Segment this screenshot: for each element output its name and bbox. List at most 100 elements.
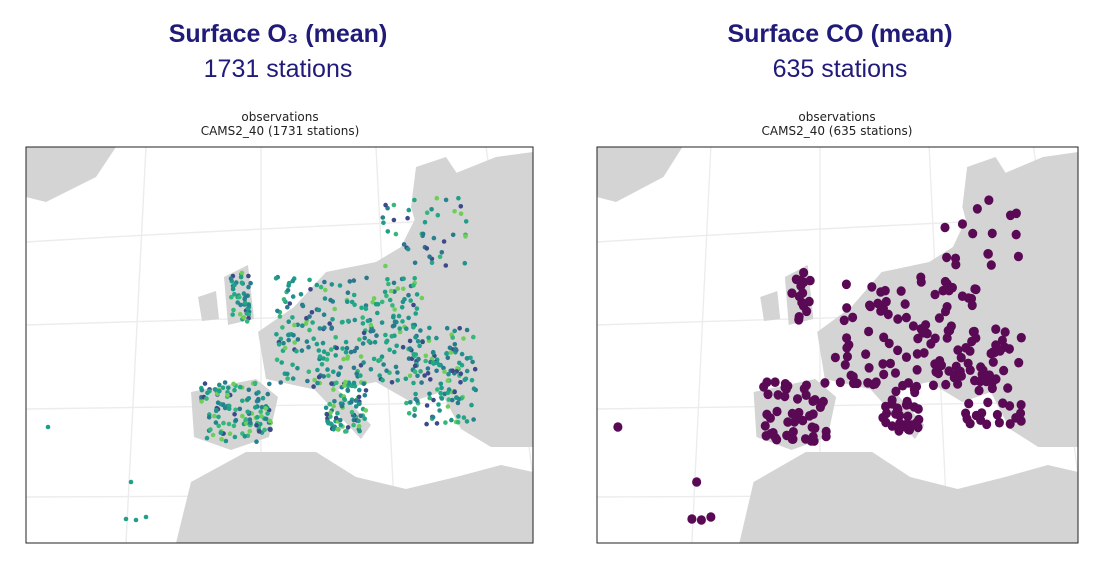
station-dot: [413, 335, 418, 340]
station-dot: [401, 286, 406, 292]
station-dot: [940, 276, 950, 287]
station-dot: [358, 373, 363, 378]
station-dot: [437, 408, 442, 413]
station-dot: [418, 328, 423, 333]
station-dot: [792, 394, 803, 404]
station-dot: [216, 423, 221, 429]
station-dot: [352, 302, 357, 308]
station-dot: [384, 293, 389, 299]
station-dot: [881, 296, 891, 307]
station-dot: [263, 416, 269, 422]
station-dot: [870, 379, 880, 389]
station-dot: [330, 317, 335, 322]
map: [26, 147, 533, 543]
station-dot: [292, 322, 297, 328]
station-dot: [883, 309, 893, 320]
station-dot: [384, 340, 389, 345]
station-dot: [341, 356, 346, 362]
station-dot: [964, 398, 974, 409]
station-dot: [357, 428, 362, 434]
station-dot: [377, 373, 383, 378]
station-dot: [322, 296, 328, 301]
station-dot: [934, 313, 944, 323]
station-dot: [358, 413, 364, 419]
station-dot: [226, 385, 231, 391]
station-dot: [317, 354, 323, 359]
map-title: observations: [798, 110, 875, 124]
station-dot: [335, 411, 340, 416]
station-dot: [971, 284, 981, 295]
station-dot: [403, 376, 409, 382]
station-dot: [967, 300, 977, 311]
station-dot: [231, 307, 236, 313]
station-dot: [765, 413, 775, 423]
station-dot: [275, 308, 280, 314]
station-dot: [763, 389, 773, 400]
station-dot: [945, 325, 955, 336]
station-dot: [366, 338, 372, 344]
station-dot: [356, 401, 362, 407]
station-dot: [338, 365, 343, 370]
station-dot: [143, 514, 149, 520]
station-dot: [326, 373, 331, 378]
station-dot: [335, 427, 341, 432]
station-dot: [217, 382, 222, 388]
station-dot: [373, 301, 379, 307]
station-dot: [447, 345, 453, 351]
station-dot: [248, 420, 253, 426]
station-dot: [263, 406, 268, 411]
station-dot: [345, 425, 351, 430]
station-dot: [950, 253, 961, 264]
panel-title: Surface O₃ (mean): [169, 20, 388, 48]
station-dot: [942, 252, 952, 263]
station-dot: [351, 292, 357, 298]
station-dot: [780, 391, 790, 402]
station-dot: [294, 348, 299, 354]
station-dot: [306, 369, 312, 374]
station-dot: [427, 254, 432, 259]
station-dot: [1004, 344, 1014, 354]
station-dot: [400, 319, 405, 324]
station-dot: [290, 294, 296, 299]
station-dot: [246, 284, 251, 290]
station-dot: [411, 324, 416, 330]
station-dot: [351, 380, 357, 386]
station-dot: [443, 263, 449, 268]
station-dot: [878, 412, 888, 423]
station-dot: [278, 380, 283, 385]
station-dot: [229, 294, 234, 300]
station-dot: [407, 346, 413, 351]
station-dot: [445, 378, 451, 383]
station-dot: [876, 287, 886, 297]
station-dot: [435, 212, 441, 218]
station-dot: [787, 288, 797, 298]
station-dot: [362, 335, 368, 341]
station-dot: [388, 288, 394, 294]
station-dot: [389, 380, 395, 385]
station-dot: [419, 380, 424, 385]
station-dot: [448, 350, 454, 355]
station-dot: [986, 260, 996, 270]
station-dot: [242, 296, 247, 302]
station-dot: [327, 401, 333, 407]
station-dot: [274, 357, 280, 363]
station-dot: [253, 405, 258, 410]
station-dot: [242, 300, 248, 305]
station-dot: [446, 397, 452, 402]
station-dot: [427, 391, 432, 397]
station-dot: [984, 195, 994, 205]
station-dot: [1005, 401, 1015, 411]
station-dot: [231, 423, 237, 429]
station-dot: [363, 388, 369, 393]
station-dot: [1015, 408, 1026, 419]
station-dot: [316, 374, 322, 380]
station-dot: [332, 399, 337, 404]
station-dot: [329, 381, 334, 386]
station-dot: [425, 366, 431, 371]
station-dot: [356, 424, 362, 429]
station-dot: [123, 516, 129, 522]
station-dot: [287, 301, 293, 306]
map-frame: [596, 146, 1079, 544]
station-dot: [411, 283, 416, 288]
station-dot: [864, 326, 874, 337]
